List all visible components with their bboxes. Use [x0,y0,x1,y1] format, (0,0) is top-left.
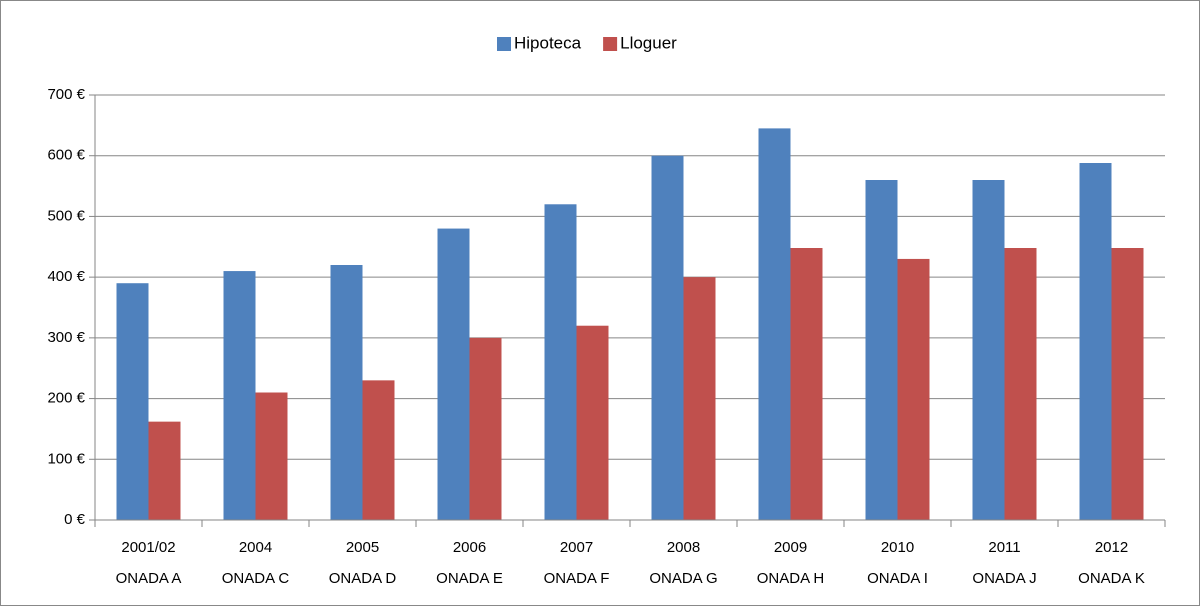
x-tick-label: ONADA H [757,570,825,587]
bar [223,271,256,520]
x-tick-label: ONADA E [436,570,503,587]
bar [362,380,395,520]
bar [651,155,684,520]
bar [972,180,1005,520]
legend-swatch [497,37,511,51]
y-tick-label: 200 € [47,390,85,407]
x-tick-label: ONADA I [867,570,928,587]
x-tick-label: 2007 [560,539,593,556]
y-tick-label: 500 € [47,207,85,224]
x-tick-label: 2010 [881,539,914,556]
bar [255,392,288,520]
y-tick-label: 300 € [47,329,85,346]
x-tick-label: 2012 [1095,539,1128,556]
y-tick-label: 400 € [47,268,85,285]
bar [1004,248,1037,520]
bar [1079,163,1112,520]
bar [683,277,716,520]
x-tick-label: ONADA F [544,570,610,587]
bar [437,228,470,521]
bar [897,258,930,520]
bar [576,325,609,520]
x-tick-label: 2001/02 [121,539,175,556]
x-tick-label: 2009 [774,539,807,556]
x-tick-label: ONADA C [222,570,290,587]
y-tick-label: 700 € [47,86,85,103]
bar [330,265,363,520]
bar [790,248,823,520]
x-tick-label: 2005 [346,539,379,556]
x-tick-label: ONADA J [972,570,1036,587]
y-tick-label: 0 € [64,511,86,528]
bar [1111,248,1144,520]
legend-swatch [603,37,618,51]
bar [469,337,502,520]
legend-label: Lloguer [620,33,677,52]
x-tick-label: ONADA G [649,570,717,587]
bar [544,204,577,521]
x-tick-label: ONADA K [1078,570,1145,587]
bar [148,421,181,520]
x-tick-label: 2006 [453,539,486,556]
x-tick-label: 2004 [239,539,272,556]
legend-label: Hipoteca [514,33,582,52]
y-tick-label: 600 € [47,147,85,164]
x-tick-label: ONADA D [329,570,397,587]
bar [116,283,149,520]
x-tick-label: ONADA A [116,570,182,587]
x-tick-label: 2011 [988,539,1020,556]
x-tick-label: 2008 [667,539,700,556]
bar [758,128,791,520]
bar [865,180,898,520]
y-tick-label: 100 € [47,450,85,467]
